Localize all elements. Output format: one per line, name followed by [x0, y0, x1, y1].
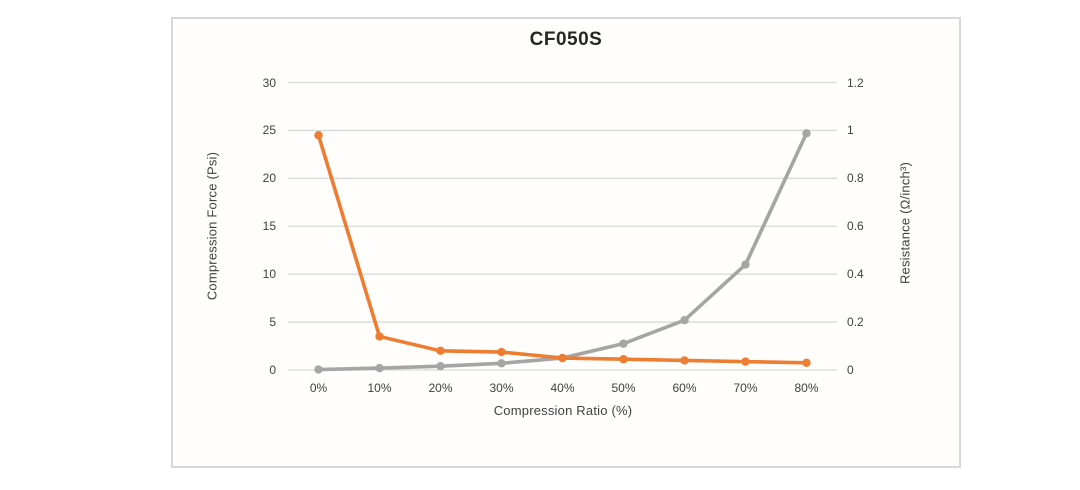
y-axis-title-right: Resistance (Ω/inch³)	[897, 161, 913, 285]
y-left-tick-label: 10	[262, 267, 276, 282]
x-axis-title: Compression Ratio (%)	[493, 403, 633, 418]
x-tick-label: 40%	[550, 381, 575, 395]
x-tick-label: 20%	[428, 381, 453, 395]
data-point-compression-force	[314, 365, 323, 374]
plot-area	[288, 81, 837, 374]
y-right-tick-label: 0.6	[847, 219, 864, 234]
data-point-resistance	[680, 356, 689, 365]
data-point-compression-force	[436, 361, 445, 371]
data-point-resistance	[619, 355, 628, 364]
y-right-tick-labels: 0 0.2 0.4 0.6 0.8 1 1.2	[847, 19, 907, 466]
data-point-compression-force	[497, 359, 506, 368]
data-point-compression-force	[680, 315, 689, 325]
y-left-tick-label: 25	[262, 123, 276, 138]
x-tick-label: 70%	[733, 381, 758, 395]
x-tick-label: 30%	[489, 381, 514, 395]
chart-frame: CF050S 0 5 10 15 20 25 30 0 0.2 0.4 0.6 0.8 1 1.2 0%…	[171, 17, 961, 468]
x-tick-label: 0%	[309, 381, 328, 395]
x-tick-label: 10%	[367, 381, 392, 395]
series-line-compression-force	[316, 131, 809, 372]
data-point-resistance	[436, 346, 445, 356]
y-right-tick-label: 0	[847, 363, 854, 377]
data-point-resistance	[497, 347, 506, 357]
x-tick-label: 50%	[611, 381, 636, 395]
y-left-tick-label: 30	[262, 75, 276, 90]
data-point-compression-force	[619, 339, 628, 348]
x-tick-label: 60%	[672, 381, 697, 395]
data-point-resistance	[375, 332, 384, 341]
y-left-tick-label: 20	[262, 171, 276, 186]
y-axis-title-left: Compression Force (Psi)	[204, 151, 220, 301]
data-point-resistance	[802, 358, 811, 368]
chart-title: CF050S	[529, 29, 603, 50]
y-right-tick-label: 0.8	[847, 171, 864, 186]
y-left-tick-label: 5	[269, 315, 276, 330]
data-point-compression-force	[375, 363, 384, 373]
y-right-tick-label: 1.2	[847, 75, 864, 90]
data-point-resistance	[558, 353, 567, 363]
y-left-tick-labels: 0 5 10 15 20 25 30	[173, 19, 276, 466]
y-left-tick-label: 15	[262, 219, 276, 234]
y-left-tick-label: 0	[269, 363, 276, 377]
y-right-tick-label: 0.4	[847, 267, 864, 282]
data-point-resistance	[314, 131, 323, 140]
x-tick-labels: 0% 10% 20% 30% 40% 50% 60% 70% 80%	[173, 381, 959, 397]
data-point-resistance	[741, 357, 750, 366]
y-right-tick-label: 0.2	[847, 315, 864, 330]
y-right-tick-label: 1	[847, 123, 854, 138]
data-point-compression-force	[802, 129, 811, 138]
data-point-compression-force	[741, 260, 750, 269]
x-tick-label: 80%	[794, 381, 819, 395]
series-line-resistance	[316, 133, 809, 365]
